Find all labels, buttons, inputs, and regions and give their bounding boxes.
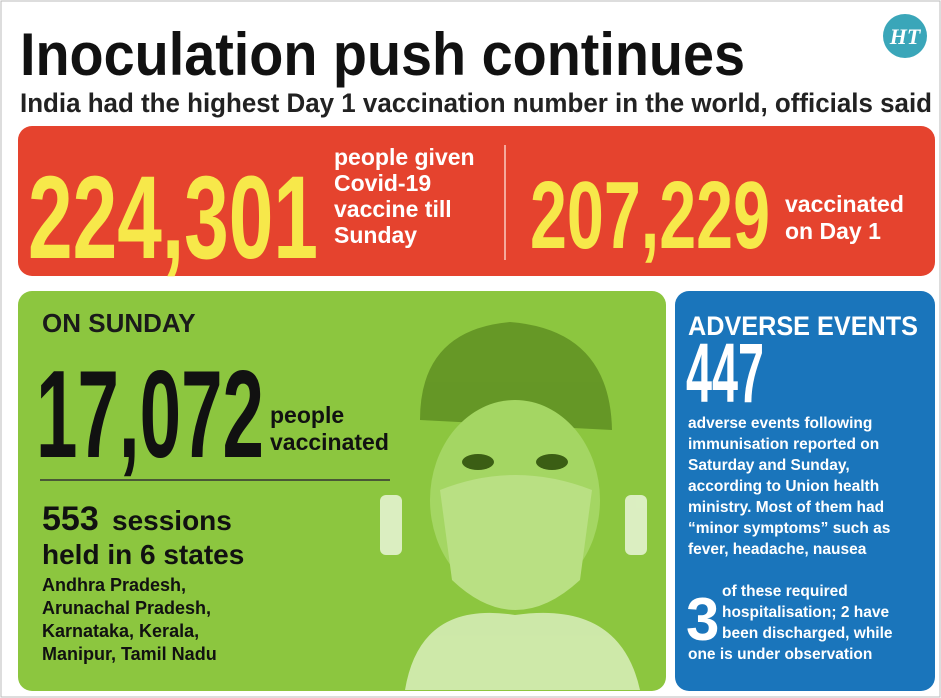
big-number: 447: [686, 326, 764, 420]
text-line: Arunachal Pradesh,: [42, 598, 211, 618]
title: Inoculation push continues: [20, 21, 745, 88]
states: Andhra Pradesh, Arunachal Pradesh, Karnata…: [42, 575, 217, 664]
cap: [420, 322, 612, 430]
text-line: Saturday and Sunday,: [688, 457, 850, 474]
stat-number: 207,229: [530, 162, 770, 269]
mask: [440, 475, 592, 610]
coat: [405, 612, 640, 690]
text-line: vaccinated: [270, 429, 389, 455]
text-line: people: [270, 402, 344, 428]
text-line: hospitalisation; 2 have: [722, 604, 889, 621]
text-line: people given: [334, 144, 475, 170]
text-line: fever, headache, nausea: [688, 541, 867, 558]
text-line: ministry. Most of them had: [688, 499, 884, 516]
hosp-number: 3: [686, 586, 719, 653]
stat-number: 224,301: [28, 152, 318, 284]
banner: [18, 126, 935, 276]
vial: [380, 495, 402, 555]
text-line: been discharged, while: [722, 625, 893, 642]
text-line: Sunday: [334, 222, 417, 248]
panel-heading: ON SUNDAY: [42, 308, 196, 338]
text-line: vaccine till: [334, 196, 452, 222]
text-line: on Day 1: [785, 218, 881, 244]
text-line: one is under observation: [688, 646, 872, 663]
text-line: adverse events following: [688, 415, 872, 432]
sessions-word: sessions: [112, 505, 232, 536]
eye: [462, 454, 494, 470]
adverse-panel: [675, 291, 935, 691]
adverse-text: adverse events following immunisation rep…: [688, 415, 890, 558]
eye: [536, 454, 568, 470]
panel-heading: ADVERSE EVENTS: [688, 311, 918, 341]
logo: HT: [889, 24, 922, 49]
text-line: of these required: [722, 583, 848, 600]
text-line: Andhra Pradesh,: [42, 575, 186, 595]
hosp-text: of these required hospitalisation; 2 have…: [688, 583, 893, 663]
text-line: Manipur, Tamil Nadu: [42, 644, 217, 664]
logo-badge: [883, 14, 927, 58]
text-line: Karnataka, Kerala,: [42, 621, 199, 641]
text-line: vaccinated: [785, 191, 904, 217]
text-line: “minor symptoms” such as: [688, 520, 890, 537]
vial: [625, 495, 647, 555]
subtitle: India had the highest Day 1 vaccination …: [20, 88, 932, 118]
text-line: immunisation reported on: [688, 436, 879, 453]
sessions-line: held in 6 states: [42, 539, 244, 570]
big-number: 17,072: [36, 346, 264, 484]
text-line: Covid-19: [334, 170, 431, 196]
nurse-illustration: [380, 322, 647, 690]
text-line: according to Union health: [688, 478, 879, 495]
sessions-number: 553: [42, 500, 99, 538]
